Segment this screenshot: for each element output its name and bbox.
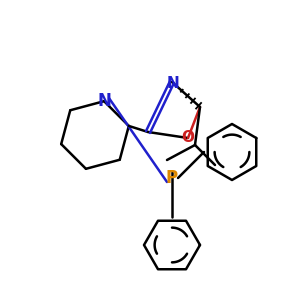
Text: P: P bbox=[166, 169, 178, 187]
Text: N: N bbox=[167, 76, 179, 92]
Text: N: N bbox=[97, 92, 111, 110]
Text: O: O bbox=[182, 130, 194, 146]
